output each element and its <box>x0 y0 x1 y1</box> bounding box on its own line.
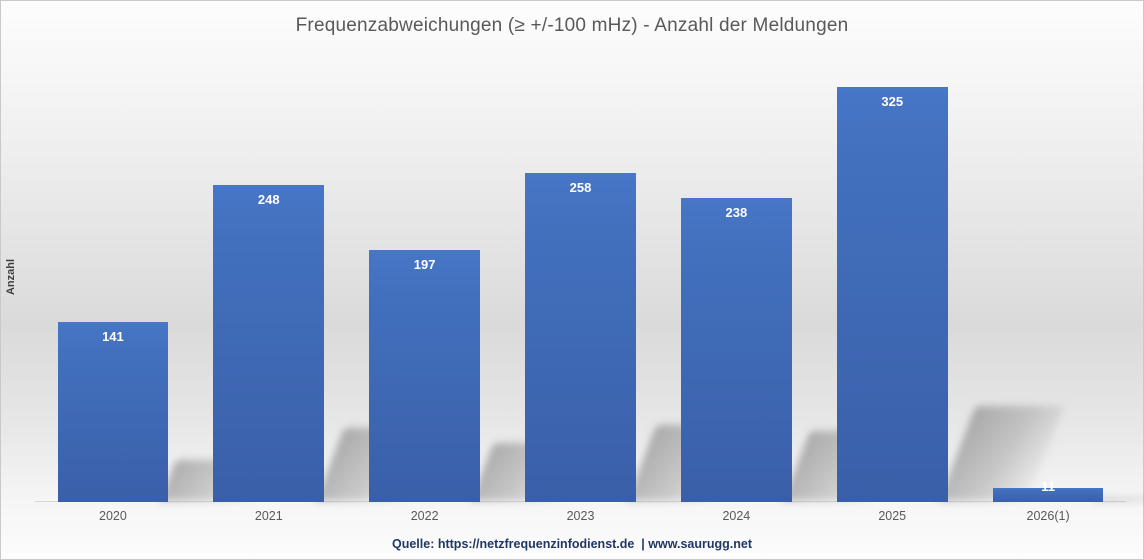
bar-column-2022: 197 2022 <box>347 59 583 523</box>
plot-area: 141 2020 248 2021 197 2022 258 2023 238 2024 325 20… <box>35 59 1144 523</box>
bar-2020: 141 <box>57 322 169 502</box>
bar-2022: 197 <box>369 250 480 502</box>
bar-2026(1): 11 <box>992 479 1104 502</box>
bar-2021: 248 <box>213 185 325 502</box>
bar-column-2024: 238 2024 <box>658 59 899 523</box>
x-axis-label-2020: 2020 <box>99 509 127 523</box>
x-axis-label-2023: 2023 <box>566 509 595 523</box>
x-axis-label-2026(1): 2026(1) <box>1026 509 1070 523</box>
bar-column-2020: 141 2020 <box>35 59 265 523</box>
y-axis-title: Anzahl <box>5 258 17 296</box>
bar-value-label: 258 <box>569 180 592 195</box>
x-axis-label-2022: 2022 <box>410 509 439 523</box>
x-axis-label-2025: 2025 <box>878 509 907 523</box>
source-caption: Quelle: https://netzfrequenzinfodienst.d… <box>392 537 752 551</box>
bar-column-2026(1): 11 2026(1) <box>970 59 1144 523</box>
bar-value-label: 141 <box>102 329 124 344</box>
bar-2023: 258 <box>525 173 636 502</box>
x-axis-label-2021: 2021 <box>254 509 283 523</box>
chart-title: Frequenzabweichungen (≥ +/-100 mHz) - An… <box>295 15 849 36</box>
bar-value-label: 325 <box>881 94 904 109</box>
bar-2024: 238 <box>681 198 792 502</box>
bar-value-label: 11 <box>1041 479 1055 494</box>
bar-column-2025: 325 2025 <box>814 59 1065 523</box>
bar-value-label: 197 <box>413 257 436 272</box>
bar-column-2023: 258 2023 <box>503 59 746 523</box>
bar-value-label: 248 <box>257 192 280 207</box>
bar-column-2021: 248 2021 <box>191 59 433 523</box>
bar-value-label: 238 <box>725 205 748 220</box>
bar-2025: 325 <box>836 87 948 502</box>
x-axis-label-2024: 2024 <box>722 509 751 523</box>
